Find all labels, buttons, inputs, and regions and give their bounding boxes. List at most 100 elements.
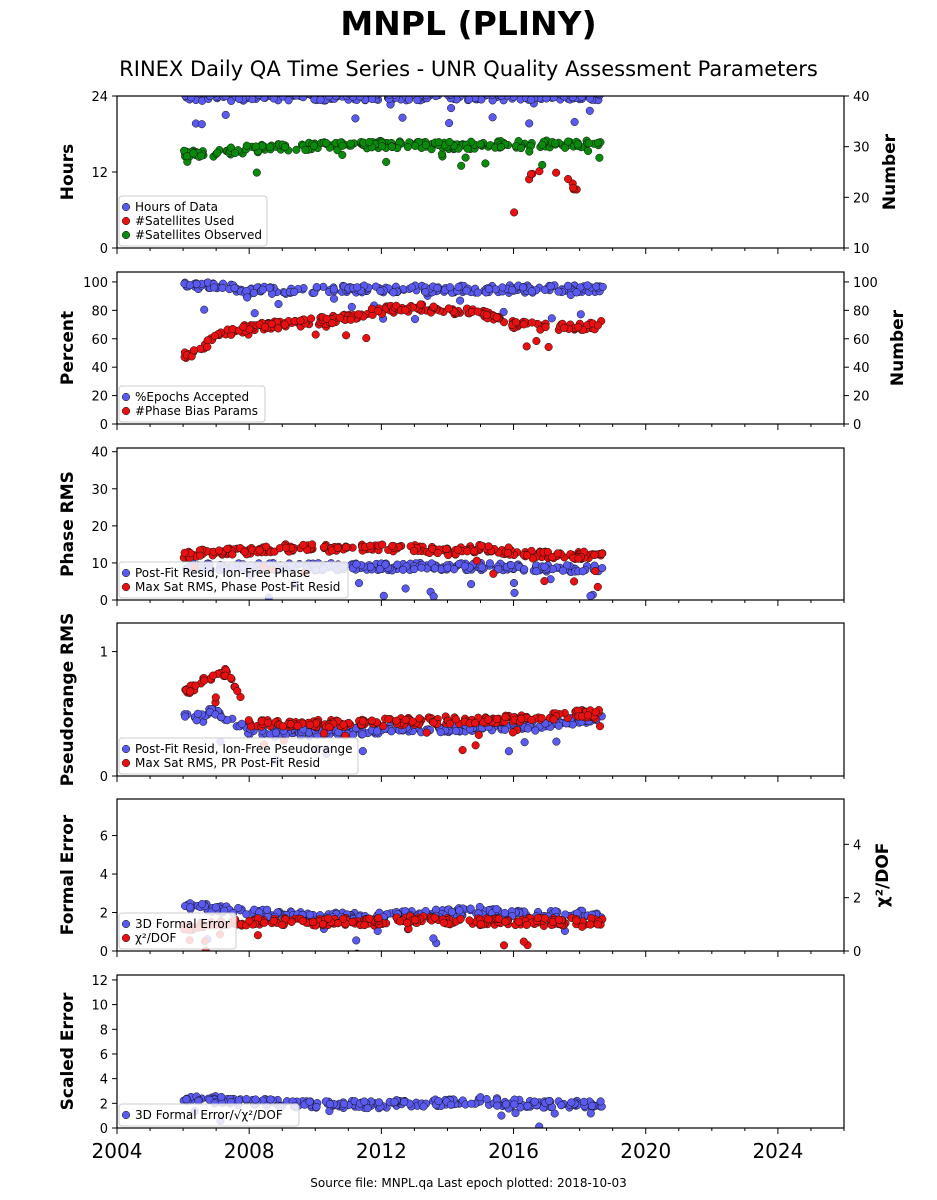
legend-label: χ²/DOF xyxy=(135,931,176,945)
data-point xyxy=(520,738,529,747)
legend-box xyxy=(118,385,266,423)
data-point xyxy=(189,149,198,158)
data-point xyxy=(429,592,438,600)
data-point xyxy=(385,96,394,99)
data-point xyxy=(593,920,602,929)
data-point xyxy=(540,914,549,923)
legend-label: 3D Formal Error/√χ²/DOF xyxy=(135,1108,283,1122)
data-point xyxy=(242,910,251,919)
data-point xyxy=(500,908,509,918)
y-tick-label: 100 xyxy=(83,276,108,291)
data-point xyxy=(553,549,562,558)
data-point xyxy=(244,716,253,725)
y-tick-label: 8 xyxy=(100,1023,108,1038)
data-point xyxy=(395,917,404,926)
data-point xyxy=(591,708,600,717)
data-point xyxy=(433,284,442,293)
data-point xyxy=(552,168,561,177)
data-point xyxy=(469,547,478,556)
data-point xyxy=(266,1095,275,1104)
y-tick-label: 0 xyxy=(100,1122,108,1137)
data-point xyxy=(531,726,540,735)
y2-tick-label: 100 xyxy=(853,276,878,291)
data-point xyxy=(583,711,592,720)
data-point xyxy=(230,283,239,293)
panel-2: 0 20 40 60 80 100 0 20 40 60 80 100 Percent Number %Ep… xyxy=(58,271,908,433)
data-point xyxy=(354,310,363,319)
data-point xyxy=(269,916,278,926)
data-point xyxy=(366,541,375,550)
data-point xyxy=(484,915,493,924)
data-point xyxy=(578,922,587,931)
data-point xyxy=(318,920,328,929)
data-point xyxy=(235,96,244,103)
data-point xyxy=(544,342,553,352)
data-point xyxy=(554,915,563,924)
data-point xyxy=(516,144,526,153)
data-point xyxy=(378,540,387,549)
data-point xyxy=(316,96,325,104)
data-point xyxy=(456,296,465,305)
data-point xyxy=(464,96,474,104)
data-point xyxy=(274,324,283,333)
data-point xyxy=(562,561,572,570)
data-point xyxy=(467,580,476,589)
data-point xyxy=(293,721,302,730)
data-point xyxy=(252,168,261,177)
data-point xyxy=(410,565,419,574)
data-point xyxy=(403,918,412,927)
legend-label: Post-Fit Resid, Ion-Free Pseudorange xyxy=(135,742,353,756)
data-point xyxy=(570,117,579,127)
y2-tick-label: 20 xyxy=(853,191,870,206)
data-point xyxy=(213,148,222,157)
data-point xyxy=(584,139,593,148)
data-point xyxy=(265,142,275,151)
data-point xyxy=(358,747,367,756)
data-point xyxy=(462,286,471,295)
data-point xyxy=(296,316,305,325)
data-point xyxy=(508,286,517,295)
data-point xyxy=(509,578,519,588)
data-point xyxy=(506,561,516,570)
data-point xyxy=(501,713,510,722)
data-point xyxy=(444,304,453,313)
data-point xyxy=(240,547,249,556)
data-point xyxy=(180,548,189,557)
data-point xyxy=(309,917,318,926)
data-point xyxy=(501,917,510,926)
legend-marker xyxy=(121,919,131,929)
data-point xyxy=(376,287,385,296)
data-point xyxy=(210,331,219,340)
data-point xyxy=(237,719,246,728)
data-point xyxy=(439,918,448,927)
legend-box xyxy=(118,1103,300,1127)
data-point xyxy=(476,920,485,929)
data-point xyxy=(593,138,602,147)
y2-axis-label: χ²/DOF xyxy=(873,843,893,908)
data-point xyxy=(466,904,475,913)
y2-tick-label: 10 xyxy=(853,242,870,257)
data-point xyxy=(373,727,382,736)
data-point xyxy=(465,916,474,925)
data-point xyxy=(512,318,521,327)
data-point xyxy=(577,96,586,101)
panel-3: 0 10 20 30 40 Phase RMS Post-Fit Resid, Ion-Fr… xyxy=(58,446,845,609)
data-point xyxy=(579,1097,588,1106)
data-point xyxy=(292,96,301,100)
data-point xyxy=(360,1097,369,1106)
data-point xyxy=(482,1095,491,1104)
data-point xyxy=(508,728,517,737)
data-point xyxy=(374,913,383,923)
data-point xyxy=(422,728,431,737)
data-point xyxy=(546,282,555,291)
data-point xyxy=(494,565,503,574)
legend-label: 3D Formal Error xyxy=(135,917,230,931)
data-point xyxy=(570,577,579,586)
data-point xyxy=(482,310,491,320)
x-tick-label: 2024 xyxy=(752,1139,803,1163)
legend-marker xyxy=(121,744,131,754)
y2-tick-label: 40 xyxy=(853,90,870,105)
data-point xyxy=(284,96,293,105)
data-point xyxy=(404,96,414,104)
